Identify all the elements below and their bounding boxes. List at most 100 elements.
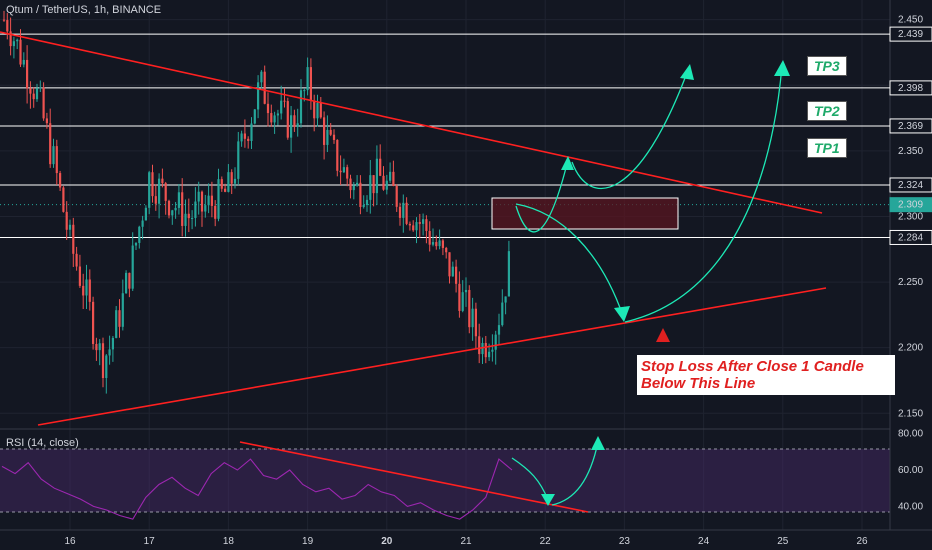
- time-tick-label: 23: [619, 536, 631, 547]
- entry-zone-box: [491, 197, 679, 230]
- candle-body: [154, 196, 157, 204]
- candle-body: [151, 172, 154, 197]
- arrow-path-3: [515, 203, 624, 317]
- time-tick-label: 22: [540, 536, 552, 547]
- price-tick-label: 2.350: [898, 146, 923, 157]
- candle-body: [474, 308, 477, 337]
- candle-body: [296, 123, 299, 127]
- candle-body: [299, 90, 303, 124]
- rsi-arrow-path-2: [551, 441, 599, 506]
- tp2-label: TP2: [807, 101, 847, 121]
- candle-body: [243, 133, 246, 139]
- price-level-tag: [889, 177, 932, 193]
- candle-body: [346, 167, 349, 179]
- candle-body: [6, 20, 9, 32]
- candle-body: [349, 178, 352, 191]
- candle-body: [92, 301, 95, 344]
- candle-body: [55, 146, 58, 174]
- candle-body: [88, 279, 91, 302]
- candle-body: [230, 172, 233, 184]
- candle-body: [197, 191, 200, 202]
- candle-body: [441, 240, 444, 248]
- candle-body: [98, 343, 101, 351]
- time-tick-label: 20: [381, 536, 393, 547]
- candle-body: [491, 349, 494, 352]
- candle-body: [293, 115, 296, 127]
- rsi-axis: 40.00 60.00 80.00: [898, 429, 923, 513]
- candle-body: [105, 355, 108, 378]
- candle-body: [395, 185, 398, 207]
- arrow-heads: [561, 60, 790, 322]
- candle-body: [78, 266, 81, 286]
- arrow-head-4: [774, 60, 790, 76]
- candle-body: [177, 192, 180, 208]
- candle-body: [200, 191, 204, 212]
- candle-body: [481, 343, 484, 355]
- candle-body: [461, 292, 464, 311]
- candle-body: [52, 146, 55, 165]
- candle-body: [455, 266, 458, 284]
- candle-body: [379, 158, 382, 176]
- candle-body: [167, 200, 171, 216]
- candle-body: [326, 129, 329, 145]
- candle-body: [484, 343, 487, 358]
- candle-body: [323, 117, 326, 145]
- candle-body: [448, 252, 451, 277]
- candle-body: [451, 266, 454, 277]
- candle-body: [398, 206, 402, 218]
- candle-body: [494, 334, 497, 350]
- candle-body: [134, 242, 138, 246]
- rsi-band-fill: [0, 449, 890, 512]
- projection-arrows: [515, 65, 783, 323]
- candle-body: [280, 100, 283, 114]
- price-level-label: 2.369: [898, 121, 923, 132]
- price-level-tag: [889, 80, 932, 96]
- candle-body: [204, 205, 207, 212]
- candle-body: [118, 310, 121, 327]
- candle-body: [260, 71, 263, 83]
- candle-body: [19, 39, 22, 65]
- time-tick-label: 18: [223, 536, 235, 547]
- rsi-panel: [0, 436, 890, 520]
- arrow-head-1: [561, 156, 574, 170]
- candle-body: [95, 343, 98, 351]
- candle-body: [385, 180, 388, 190]
- candle-body: [32, 93, 35, 100]
- candle-body: [263, 71, 266, 104]
- price-level-tag: [889, 118, 932, 134]
- candle-body: [240, 133, 243, 142]
- candle-body: [356, 182, 359, 186]
- candlestick-series: [2, 10, 510, 394]
- candle-body: [316, 103, 319, 119]
- candle-body: [359, 182, 362, 207]
- candle-body: [313, 100, 316, 119]
- candle-body: [352, 185, 355, 191]
- candle-body: [42, 87, 45, 119]
- candle-body: [471, 308, 474, 328]
- candle-body: [372, 175, 375, 194]
- rsi-tick-label: 40.00: [898, 501, 923, 512]
- candle-body: [253, 109, 256, 124]
- candle-body: [233, 178, 237, 184]
- candle-body: [224, 188, 227, 192]
- time-tick-label: 26: [856, 536, 868, 547]
- arrow-head-2: [680, 64, 694, 80]
- candle-body: [210, 195, 213, 206]
- candle-body: [435, 242, 438, 247]
- arrow-path-4: [624, 65, 783, 323]
- price-level-label: 2.439: [898, 29, 923, 40]
- candle-body: [389, 171, 392, 181]
- resistance-trendline: [0, 31, 823, 214]
- candle-body: [306, 67, 309, 91]
- candle-body: [425, 219, 428, 231]
- candle-body: [39, 87, 42, 89]
- price-axis: 2.1502.2002.2502.3002.3502.4002.4502.439…: [889, 0, 932, 550]
- candle-body: [2, 19, 6, 21]
- candle-body: [68, 224, 72, 230]
- candle-body: [9, 31, 12, 47]
- candle-body: [412, 225, 415, 231]
- candle-body: [49, 123, 52, 165]
- candle-body: [121, 293, 124, 327]
- candle-body: [309, 67, 312, 101]
